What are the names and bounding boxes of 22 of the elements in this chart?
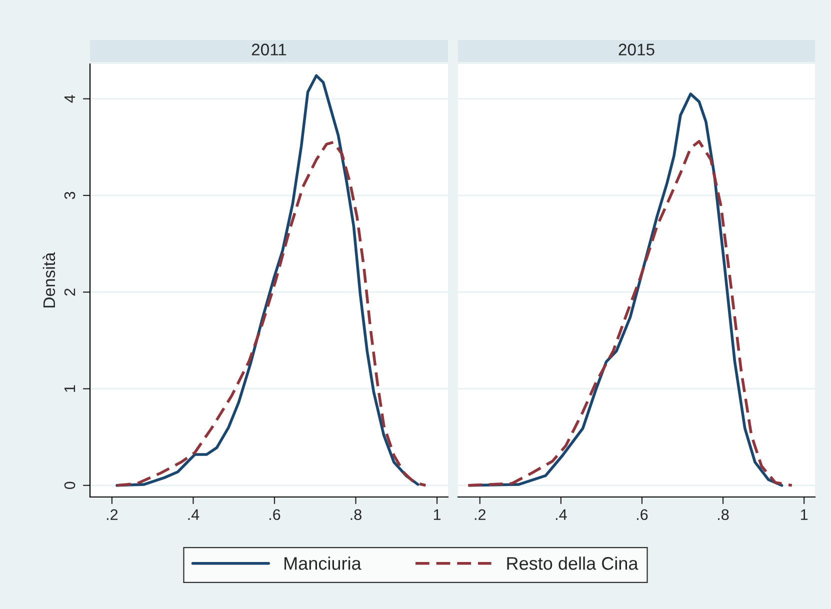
chart-title: 2011 xyxy=(252,44,286,56)
x-tick-label: .4 xyxy=(188,509,200,520)
line-series xyxy=(116,74,420,487)
x-tick-label: .2 xyxy=(474,509,486,520)
x-tick-label: .6 xyxy=(636,509,648,520)
x-tick-label: .6 xyxy=(270,509,280,520)
y-tick-label: 3 xyxy=(64,192,76,200)
x-tick-label: .8 xyxy=(718,509,729,520)
x-tick-label: .8 xyxy=(350,509,362,520)
x-tick-label: .2 xyxy=(106,509,118,520)
x-tick-label: 1 xyxy=(434,509,441,520)
y-tick-label: 2 xyxy=(64,288,76,296)
y-tick-label: 1 xyxy=(64,385,76,392)
legend-label: Manciuria xyxy=(284,556,362,570)
y-tick-label: 4 xyxy=(64,94,76,103)
legend-label: Resto della Cina xyxy=(507,556,638,570)
y-axis-title: Densità xyxy=(42,252,56,308)
y-tick-label: 0 xyxy=(64,482,76,490)
x-tick-label: .4 xyxy=(556,509,567,520)
x-tick-label: 1 xyxy=(800,509,808,520)
chart-title: 2015 xyxy=(618,44,654,56)
line-series xyxy=(116,140,428,487)
